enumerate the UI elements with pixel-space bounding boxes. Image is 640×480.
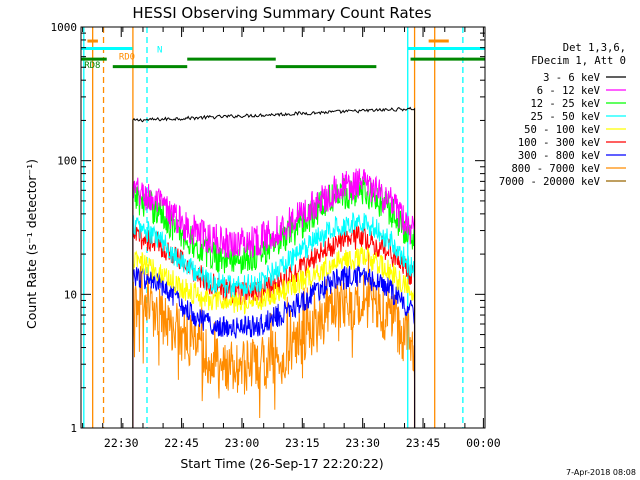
legend-header-2: FDecim 1, Att 0 <box>531 55 626 67</box>
flag-label-0: N <box>157 46 162 56</box>
flag-label-2: RD8 <box>84 61 100 71</box>
series-line-0 <box>132 106 416 428</box>
chart-title: HESSI Observing Summary Count Rates <box>132 4 431 22</box>
y-tick-label-1: 10 <box>64 288 77 301</box>
legend-label-7: 800 - 7000 keV <box>511 163 600 175</box>
date-stamp: 7-Apr-2018 08:08 <box>566 468 636 477</box>
y-tick-label-2: 100 <box>57 155 77 168</box>
series-line-7 <box>132 250 416 428</box>
legend-label-1: 6 - 12 keV <box>537 85 601 97</box>
y-tick-label-0: 1 <box>70 422 77 435</box>
x-tick-label-4: 23:30 <box>345 436 380 450</box>
x-tick-label-6: 00:00 <box>466 436 501 450</box>
plot-frame <box>80 26 486 429</box>
series-line-2 <box>132 176 416 428</box>
legend-label-6: 300 - 800 keV <box>518 150 601 162</box>
series-line-1 <box>132 168 416 428</box>
y-tick-label-3: 1000 <box>51 21 78 34</box>
series-line-4 <box>132 246 416 428</box>
legend-label-3: 25 - 50 keV <box>530 111 600 123</box>
legend-label-5: 100 - 300 keV <box>518 137 601 149</box>
y-axis-label: Count Rate (s⁻¹ detector⁻¹) <box>24 159 39 329</box>
x-axis-label: Start Time (26-Sep-17 22:20:22) <box>180 456 383 471</box>
x-tick-label-0: 22:30 <box>104 436 139 450</box>
x-tick-label-5: 23:45 <box>406 436 441 450</box>
plot-area: N RD0 RD8 <box>81 27 485 428</box>
series-line-3 <box>132 212 416 428</box>
legend-label-8: 7000 - 20000 keV <box>499 176 601 188</box>
legend-label-4: 50 - 100 keV <box>524 124 601 136</box>
axes: 1 10 100 1000 22:30 22:45 23:00 23:15 23:30 23:45… <box>51 21 501 450</box>
legend-header-1: Det 1,3,6, <box>563 42 626 54</box>
legend-label-2: 12 - 25 keV <box>530 98 600 110</box>
flag-label-1: RD0 <box>119 53 135 63</box>
x-tick-label-1: 22:45 <box>164 436 199 450</box>
x-tick-label-3: 23:15 <box>285 436 320 450</box>
legend-label-0: 3 - 6 keV <box>543 72 601 84</box>
series-line-6 <box>132 264 416 428</box>
x-tick-label-2: 23:00 <box>225 436 260 450</box>
